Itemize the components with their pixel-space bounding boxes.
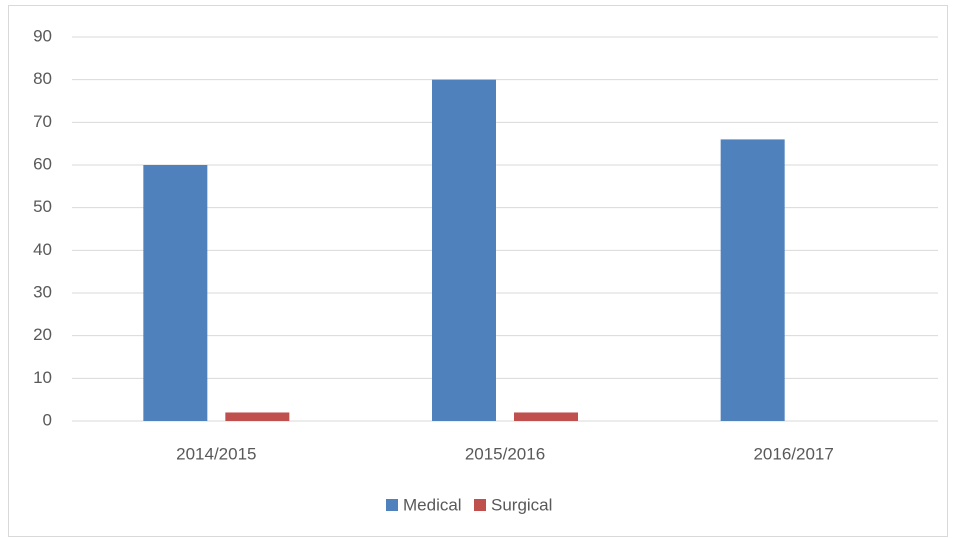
y-tick-label: 80	[33, 69, 52, 88]
legend-label: Medical	[403, 495, 462, 514]
y-tick-label: 70	[33, 112, 52, 131]
y-tick-label: 60	[33, 154, 52, 173]
bar	[514, 412, 578, 421]
legend-swatch	[386, 499, 398, 511]
y-tick-label: 90	[33, 26, 52, 45]
y-tick-label: 50	[33, 197, 52, 216]
bar	[432, 79, 496, 422]
bar	[225, 412, 290, 421]
y-tick-label: 10	[33, 368, 52, 387]
x-tick-label: 2016/2017	[753, 444, 833, 463]
legend-label: Surgical	[491, 495, 552, 514]
legend-swatch	[474, 499, 486, 511]
bar	[720, 139, 785, 421]
x-tick-label: 2014/2015	[176, 444, 256, 463]
y-tick-label: 0	[43, 410, 52, 429]
bar	[143, 165, 208, 421]
y-tick-label: 40	[33, 240, 52, 259]
y-tick-label: 20	[33, 325, 52, 344]
y-tick-label: 30	[33, 282, 52, 301]
x-tick-label: 2015/2016	[465, 444, 545, 463]
